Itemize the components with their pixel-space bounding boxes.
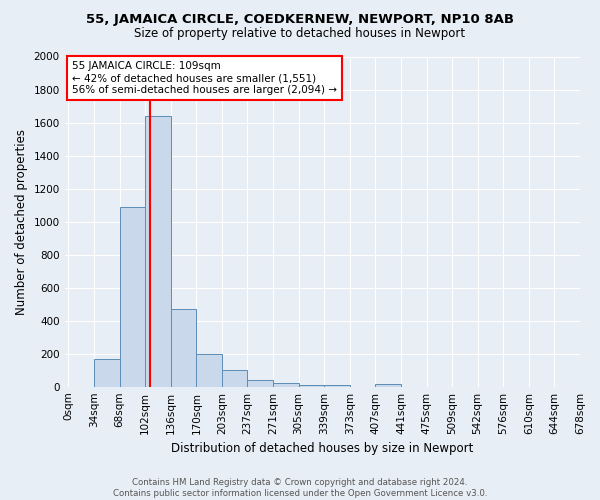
- Bar: [376, 384, 401, 386]
- Y-axis label: Number of detached properties: Number of detached properties: [15, 128, 28, 314]
- Text: Size of property relative to detached houses in Newport: Size of property relative to detached ho…: [134, 28, 466, 40]
- Bar: [196, 354, 222, 386]
- Text: Contains HM Land Registry data © Crown copyright and database right 2024.
Contai: Contains HM Land Registry data © Crown c…: [113, 478, 487, 498]
- Bar: [324, 385, 350, 386]
- X-axis label: Distribution of detached houses by size in Newport: Distribution of detached houses by size …: [171, 442, 473, 455]
- Bar: [171, 309, 196, 386]
- Bar: [145, 116, 171, 386]
- Bar: [222, 370, 247, 386]
- Bar: [94, 360, 119, 386]
- Bar: [119, 206, 145, 386]
- Bar: [273, 384, 299, 386]
- Text: 55 JAMAICA CIRCLE: 109sqm
← 42% of detached houses are smaller (1,551)
56% of se: 55 JAMAICA CIRCLE: 109sqm ← 42% of detac…: [72, 62, 337, 94]
- Text: 55, JAMAICA CIRCLE, COEDKERNEW, NEWPORT, NP10 8AB: 55, JAMAICA CIRCLE, COEDKERNEW, NEWPORT,…: [86, 12, 514, 26]
- Bar: [247, 380, 273, 386]
- Bar: [299, 385, 324, 386]
